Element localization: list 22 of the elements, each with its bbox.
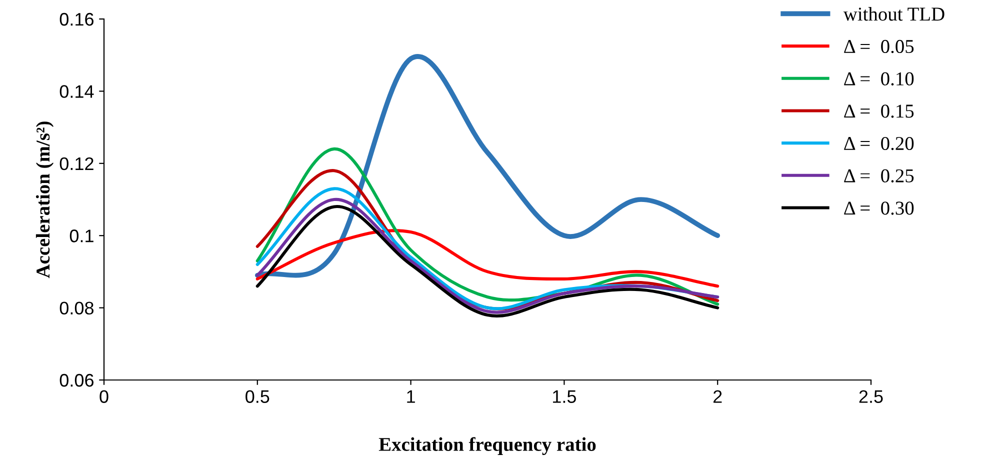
legend-label: without TLD bbox=[843, 7, 944, 21]
x-axis-title: Excitation frequency ratio bbox=[378, 437, 596, 455]
x-tick-label: 1.5 bbox=[553, 390, 576, 403]
legend-label: Δ = 0.15 bbox=[844, 104, 914, 118]
x-tick-label: 2 bbox=[713, 390, 722, 403]
y-tick-label: 0.08 bbox=[60, 302, 94, 315]
y-tick-label: 0.12 bbox=[60, 157, 94, 170]
legend-label: Δ = 0.05 bbox=[844, 40, 914, 54]
y-tick-label: 0.06 bbox=[60, 374, 94, 387]
x-tick-label: 0.5 bbox=[246, 390, 270, 403]
y-axis-title: Acceleration (m/s²) bbox=[36, 122, 54, 278]
y-tick-label: 0.14 bbox=[60, 85, 94, 98]
legend-label: Δ = 0.25 bbox=[844, 169, 914, 182]
legend-label: Δ = 0.10 bbox=[844, 72, 914, 86]
y-tick-label: 0.16 bbox=[60, 12, 94, 26]
legend-label: Δ = 0.20 bbox=[844, 136, 914, 150]
x-tick-label: 1 bbox=[407, 390, 415, 403]
y-tick-label: 0.1 bbox=[70, 230, 94, 242]
x-tick-label: 0 bbox=[100, 390, 108, 403]
legend-label: Δ = 0.30 bbox=[844, 202, 914, 215]
line-series bbox=[256, 229, 720, 288]
x-tick-label: 2.5 bbox=[859, 390, 883, 403]
